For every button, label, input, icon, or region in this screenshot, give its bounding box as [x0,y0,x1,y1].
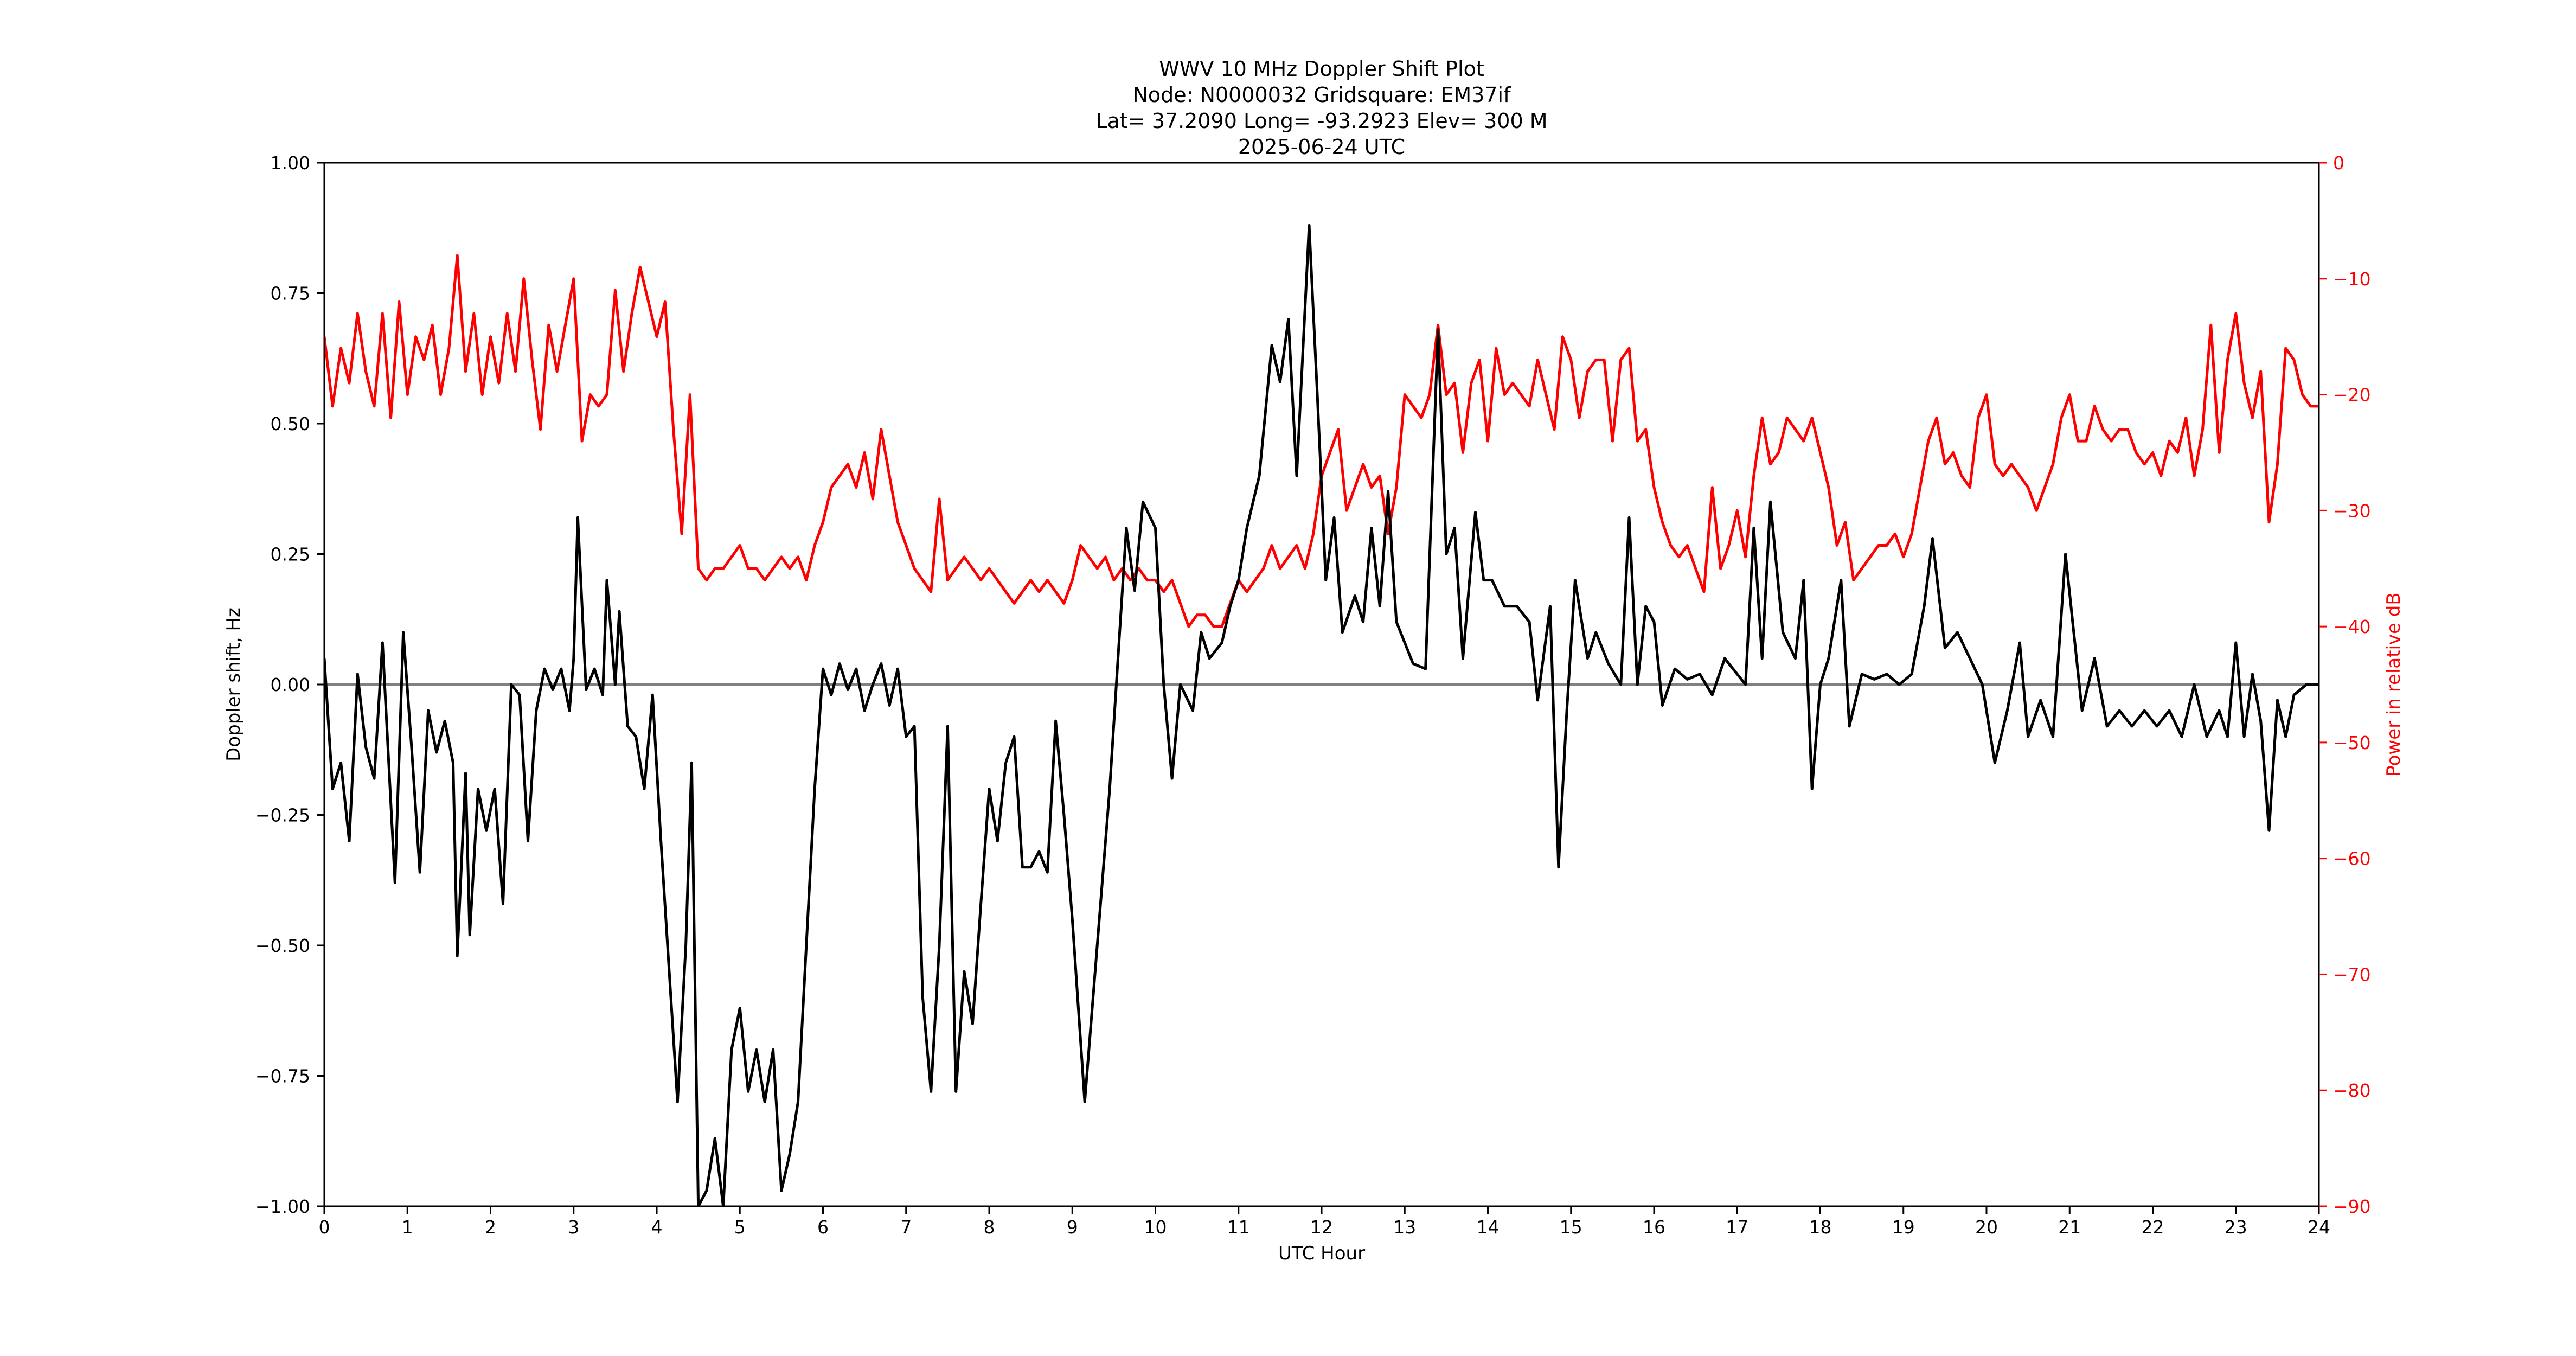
left-y-tick-label: 0.00 [271,674,310,695]
right-y-tick-label: −30 [2333,500,2371,521]
x-tick-label: 16 [1643,1217,1665,1238]
doppler-series-line [324,223,2319,1206]
x-tick-label: 11 [1227,1217,1250,1238]
left-y-axis-label: Doppler shift, Hz [223,607,245,762]
right-y-tick-label: −80 [2333,1080,2371,1101]
x-tick-label: 17 [1726,1217,1748,1238]
x-tick-label: 8 [984,1217,995,1238]
x-tick-label: 3 [568,1217,579,1238]
x-axis-ticks: 0 1 2 3 4 5 6 7 8 9 10 11 12 13 14 15 16 17 18 19 20 21 22 23 24 [319,1206,2330,1238]
left-y-tick-label: 0.25 [271,544,310,565]
x-tick-label: 0 [319,1217,330,1238]
x-tick-label: 19 [1892,1217,1915,1238]
right-y-tick-label: −60 [2333,848,2371,869]
right-y-tick-label: −20 [2333,385,2371,406]
x-tick-label: 5 [734,1217,746,1238]
x-tick-label: 2 [485,1217,496,1238]
right-y-tick-label: −90 [2333,1196,2371,1217]
right-y-axis-ticks: 0 −10 −20 −30 −40 −50 −60 −70 −80 −90 [2319,152,2371,1217]
x-tick-label: 12 [1310,1217,1333,1238]
title-line-4: 2025-06-24 UTC [1238,135,1405,159]
right-y-tick-label: −10 [2333,268,2371,290]
left-y-tick-label: 1.00 [271,152,310,174]
x-tick-label: 9 [1067,1217,1078,1238]
x-tick-label: 10 [1144,1217,1167,1238]
left-y-axis-ticks: 1.00 0.75 0.50 0.25 0.00 −0.25 −0.50 −0.75 −1.00 [255,152,324,1217]
right-y-tick-label: 0 [2333,152,2344,174]
x-tick-label: 22 [2142,1217,2164,1238]
x-tick-label: 14 [1477,1217,1500,1238]
right-y-tick-label: −50 [2333,732,2371,753]
title-line-1: WWV 10 MHz Doppler Shift Plot [1159,57,1484,81]
x-tick-label: 18 [1809,1217,1832,1238]
chart-title: WWV 10 MHz Doppler Shift Plot Node: N000… [1095,57,1547,159]
left-y-tick-label: 0.75 [271,283,310,304]
x-tick-label: 20 [1975,1217,1998,1238]
left-y-tick-label: −0.75 [255,1066,310,1087]
x-tick-label: 7 [900,1217,912,1238]
x-tick-label: 24 [2308,1217,2330,1238]
left-y-tick-label: −0.25 [255,805,310,826]
x-tick-label: 1 [402,1217,413,1238]
x-tick-label: 15 [1560,1217,1582,1238]
right-y-tick-label: −70 [2333,964,2371,985]
right-y-axis-label: Power in relative dB [2383,592,2405,776]
x-tick-label: 6 [817,1217,829,1238]
x-axis-label: UTC Hour [1278,1243,1365,1264]
left-y-tick-label: 0.50 [271,413,310,434]
title-line-3: Lat= 37.2090 Long= -93.2923 Elev= 300 M [1095,109,1547,133]
title-line-2: Node: N0000032 Gridsquare: EM37if [1133,83,1512,107]
left-y-tick-label: −0.50 [255,935,310,956]
x-tick-label: 23 [2225,1217,2247,1238]
x-tick-label: 21 [2058,1217,2081,1238]
right-y-tick-label: −40 [2333,616,2371,637]
x-tick-label: 13 [1393,1217,1416,1238]
left-y-tick-label: −1.00 [255,1196,310,1217]
x-tick-label: 4 [651,1217,663,1238]
